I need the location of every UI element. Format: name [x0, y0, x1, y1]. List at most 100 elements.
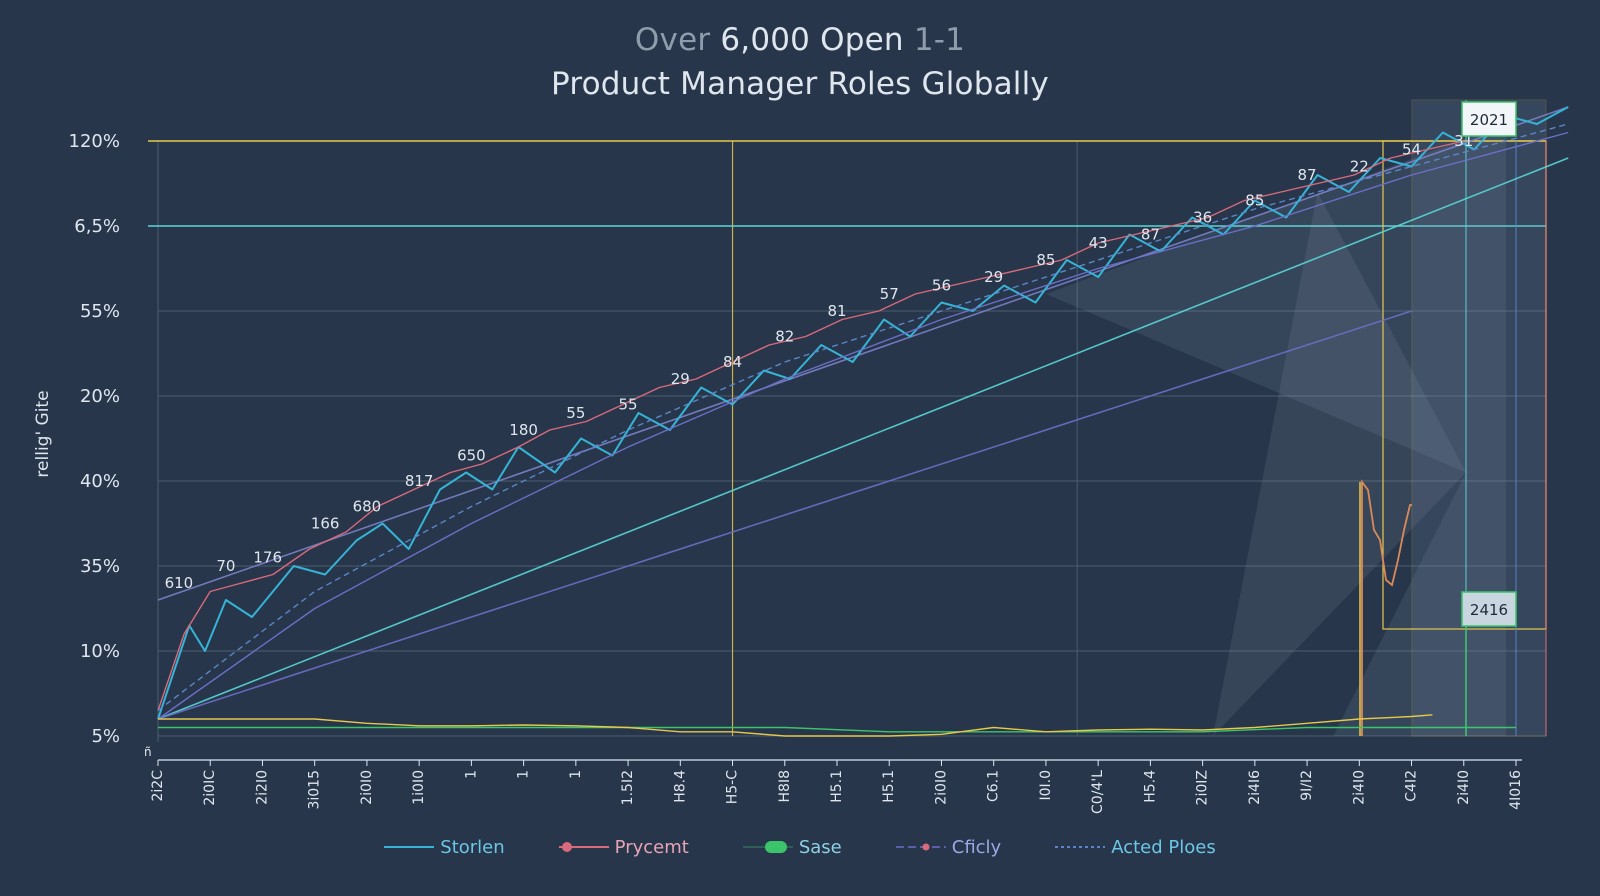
title-prefix: Over	[634, 22, 711, 58]
highlight-panel	[1411, 99, 1547, 737]
legend-swatch	[895, 843, 946, 851]
x-tick-label: 1	[516, 770, 532, 779]
series-line-sase	[158, 726, 1516, 733]
data-label: 817	[405, 472, 434, 490]
x-tick-label: 2i0I0	[359, 770, 375, 805]
x-tick-label: H5.1	[881, 770, 897, 803]
x-tick-label: 1	[463, 770, 479, 779]
x-tick-label: H5-C	[725, 770, 741, 804]
x-tick-label: C4I2	[1404, 770, 1420, 802]
data-label: 43	[1089, 234, 1108, 252]
x-tick-label: 2i4I0	[1351, 770, 1367, 805]
data-label: 81	[827, 302, 846, 320]
data-label: 82	[775, 328, 794, 346]
data-label: 55	[619, 396, 638, 414]
data-label: 87	[1141, 226, 1160, 244]
trend-teal-line	[157, 157, 1569, 720]
x-tick-label: 2i0IC	[202, 770, 218, 806]
trend-upper-line	[157, 106, 1569, 601]
legend-label: Storlen	[440, 836, 505, 858]
title-main: 6,000 Open	[720, 22, 904, 58]
callout-2416-label: 2416	[1470, 601, 1508, 619]
x-axis-origin-mark: ñ	[144, 745, 152, 759]
data-label: 29	[984, 268, 1003, 286]
legend-swatch	[384, 846, 435, 848]
legend-item[interactable]: Prycemt	[558, 834, 689, 860]
x-tick-label: 3i015	[307, 770, 323, 810]
y-tick-label: 10%	[80, 641, 120, 662]
y-tick-label: 40%	[80, 471, 120, 492]
series-line-storlen	[157, 106, 1569, 720]
chart-legend: Storlen Prycemt Sase Cficly Acted Ploes	[0, 834, 1600, 860]
data-label: 176	[253, 549, 282, 567]
data-label: 36	[1193, 209, 1212, 227]
x-tick-label: 1	[568, 770, 584, 779]
data-label: 70	[216, 557, 235, 575]
data-label: 180	[509, 421, 538, 439]
callout-2416-box	[1461, 591, 1517, 627]
legend-item[interactable]: Acted Ploes	[1055, 834, 1216, 860]
x-tick-label: H5.4	[1142, 770, 1158, 803]
data-label: 29	[671, 370, 690, 388]
highlight-wedge-inner	[1213, 192, 1466, 736]
y-axis-label: rellig' Gite	[33, 390, 53, 477]
data-label: 22	[1350, 158, 1369, 176]
y-tick-label: 20%	[80, 386, 120, 407]
x-tick-label: 1i0I0	[411, 770, 427, 805]
x-tick-label: 9I/I2	[1299, 770, 1315, 801]
legend-swatch	[742, 841, 793, 853]
callout-2021-label: 2021	[1470, 111, 1508, 129]
series-line-baseline	[158, 714, 1433, 737]
x-tick-label: 2i2C	[150, 770, 166, 802]
data-label: 680	[353, 498, 382, 516]
data-label: 87	[1298, 166, 1317, 184]
legend-label: Acted Ploes	[1111, 836, 1216, 858]
data-label: 54	[1402, 141, 1421, 159]
x-tick-label: I0I.0	[1038, 770, 1054, 801]
legend-swatch	[1055, 846, 1106, 848]
x-tick-label: 2i0I0	[933, 770, 949, 805]
data-label: 84	[723, 353, 742, 371]
legend-swatch	[558, 842, 609, 852]
legend-label: Cficly	[951, 836, 1002, 858]
data-label: 650	[457, 447, 486, 465]
title-suffix: 1-1	[913, 22, 966, 58]
legend-label: Prycemt	[614, 836, 689, 858]
highlight-wedge	[1045, 124, 1506, 736]
y-tick-label: 5%	[91, 726, 120, 747]
x-tick-label: C6.1	[986, 770, 1002, 802]
x-tick-label: 2i4I0	[1456, 770, 1472, 805]
legend-item[interactable]: Cficly	[895, 834, 1002, 860]
y-tick-label: 55%	[80, 301, 120, 322]
x-tick-label: 2i4I6	[1247, 770, 1263, 805]
chart-title-line1: Over 6,000 Open 1-1	[0, 22, 1600, 58]
series-line-cficly	[157, 131, 1569, 720]
data-label: 610	[165, 574, 194, 592]
legend-item[interactable]: Storlen	[384, 834, 505, 860]
callout-2021-box	[1461, 101, 1517, 137]
legend-item[interactable]: Sase	[742, 834, 842, 860]
chart-title-line2: Product Manager Roles Globally	[551, 66, 1049, 102]
x-tick-label: H8.4	[672, 770, 688, 803]
data-label: 55	[566, 404, 585, 422]
x-tick-label: C0/4'L	[1090, 770, 1106, 814]
spike-line	[1361, 479, 1412, 736]
x-tick-label: H5.1	[829, 770, 845, 803]
x-tick-label: 2i0IZ	[1195, 770, 1211, 805]
data-label: 85	[1245, 192, 1264, 210]
x-tick-label: 2i2I0	[254, 770, 270, 805]
y-tick-label: 6,5%	[74, 216, 120, 237]
data-label: 56	[932, 277, 951, 295]
data-label: 85	[1036, 251, 1055, 269]
legend-label: Sase	[798, 836, 842, 858]
x-tick-label: H8I8	[777, 770, 793, 802]
x-tick-label: 4I016	[1508, 770, 1524, 810]
series-line-acted-ploes	[157, 123, 1569, 712]
series-line-prycemt	[157, 140, 1464, 711]
trend-lower-line	[157, 310, 1412, 720]
x-tick-label: 1.5I2	[620, 770, 636, 805]
data-label: 57	[880, 285, 899, 303]
y-tick-label: 120%	[69, 131, 120, 152]
